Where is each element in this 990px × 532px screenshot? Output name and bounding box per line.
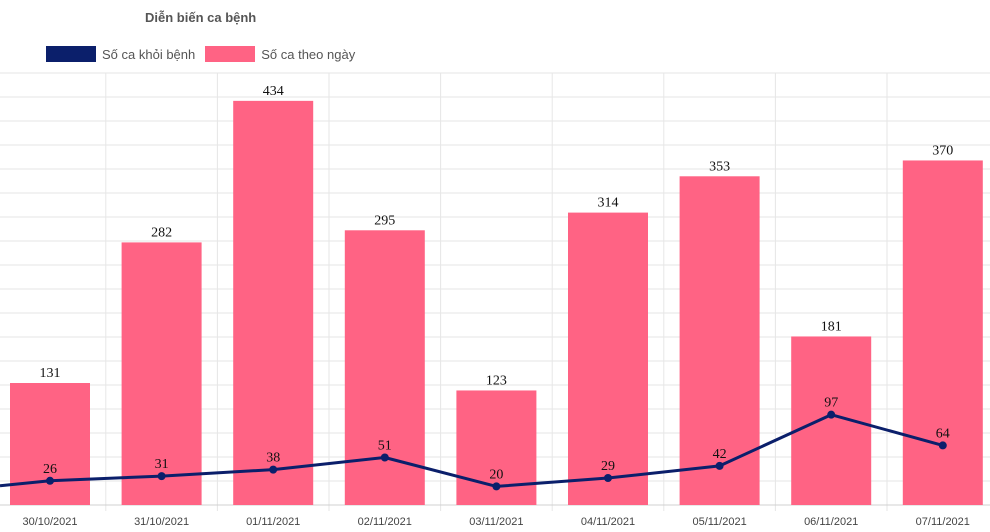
legend: Số ca khỏi bệnh Số ca theo ngày: [46, 46, 365, 62]
bar-value-label: 314: [598, 196, 619, 211]
bar-value-label: 123: [486, 373, 507, 388]
legend-item-recovered[interactable]: Số ca khỏi bệnh: [46, 46, 195, 62]
line-point: [715, 461, 724, 470]
x-tick-label: 07/11/2021: [916, 516, 970, 528]
line-value-label: 38: [266, 451, 280, 466]
line-value-label: 20: [489, 467, 503, 482]
legend-label-daily: Số ca theo ngày: [261, 46, 356, 62]
line-point: [46, 476, 54, 485]
chart-title: Diễn biến ca bệnh: [145, 10, 257, 25]
bar: [121, 242, 202, 505]
x-tick-label: 01/11/2021: [246, 516, 300, 528]
line-value-label: 42: [713, 447, 727, 462]
bar-value-label: 434: [263, 84, 284, 99]
line-value-label: 64: [936, 426, 950, 441]
bar-value-label: 295: [374, 213, 395, 228]
line-point: [827, 410, 836, 419]
bar: [233, 100, 314, 506]
line-point: [380, 453, 389, 462]
x-tick-label: 31/10/2021: [134, 516, 189, 528]
line-point: [938, 441, 947, 450]
bar-value-label: 131: [40, 366, 61, 381]
line-value-label: 29: [601, 459, 615, 474]
line-point: [157, 472, 166, 481]
x-tick-label: 03/11/2021: [469, 516, 523, 528]
legend-label-recovered: Số ca khỏi bệnh: [102, 46, 196, 62]
bar: [791, 336, 872, 505]
bar-value-label: 282: [151, 225, 172, 240]
bar: [10, 383, 90, 505]
line-value-label: 97: [824, 396, 838, 411]
line-value-label: 51: [378, 439, 392, 454]
line-series-recovered: [0, 413, 944, 488]
legend-swatch-recovered: [46, 46, 96, 62]
line-point: [269, 465, 278, 474]
bar: [679, 176, 760, 505]
line-value-label: 31: [155, 457, 169, 472]
bar-value-label: 370: [932, 143, 953, 158]
x-tick-label: 30/10/2021: [22, 516, 77, 528]
bar-value-label: 181: [821, 319, 842, 334]
x-tick-label: 05/11/2021: [692, 516, 746, 528]
line-point: [604, 473, 612, 482]
bar: [568, 212, 648, 505]
bar-value-label: 353: [709, 159, 730, 174]
line-point: [492, 482, 501, 491]
x-tick-label: 06/11/2021: [804, 516, 858, 528]
line-value-label: 26: [43, 462, 57, 477]
bar: [902, 160, 983, 505]
x-tick-label: 02/11/2021: [358, 516, 412, 528]
legend-item-daily[interactable]: Số ca theo ngày: [205, 46, 355, 62]
x-tick-label: 04/11/2021: [581, 516, 635, 528]
legend-swatch-daily: [205, 46, 256, 62]
